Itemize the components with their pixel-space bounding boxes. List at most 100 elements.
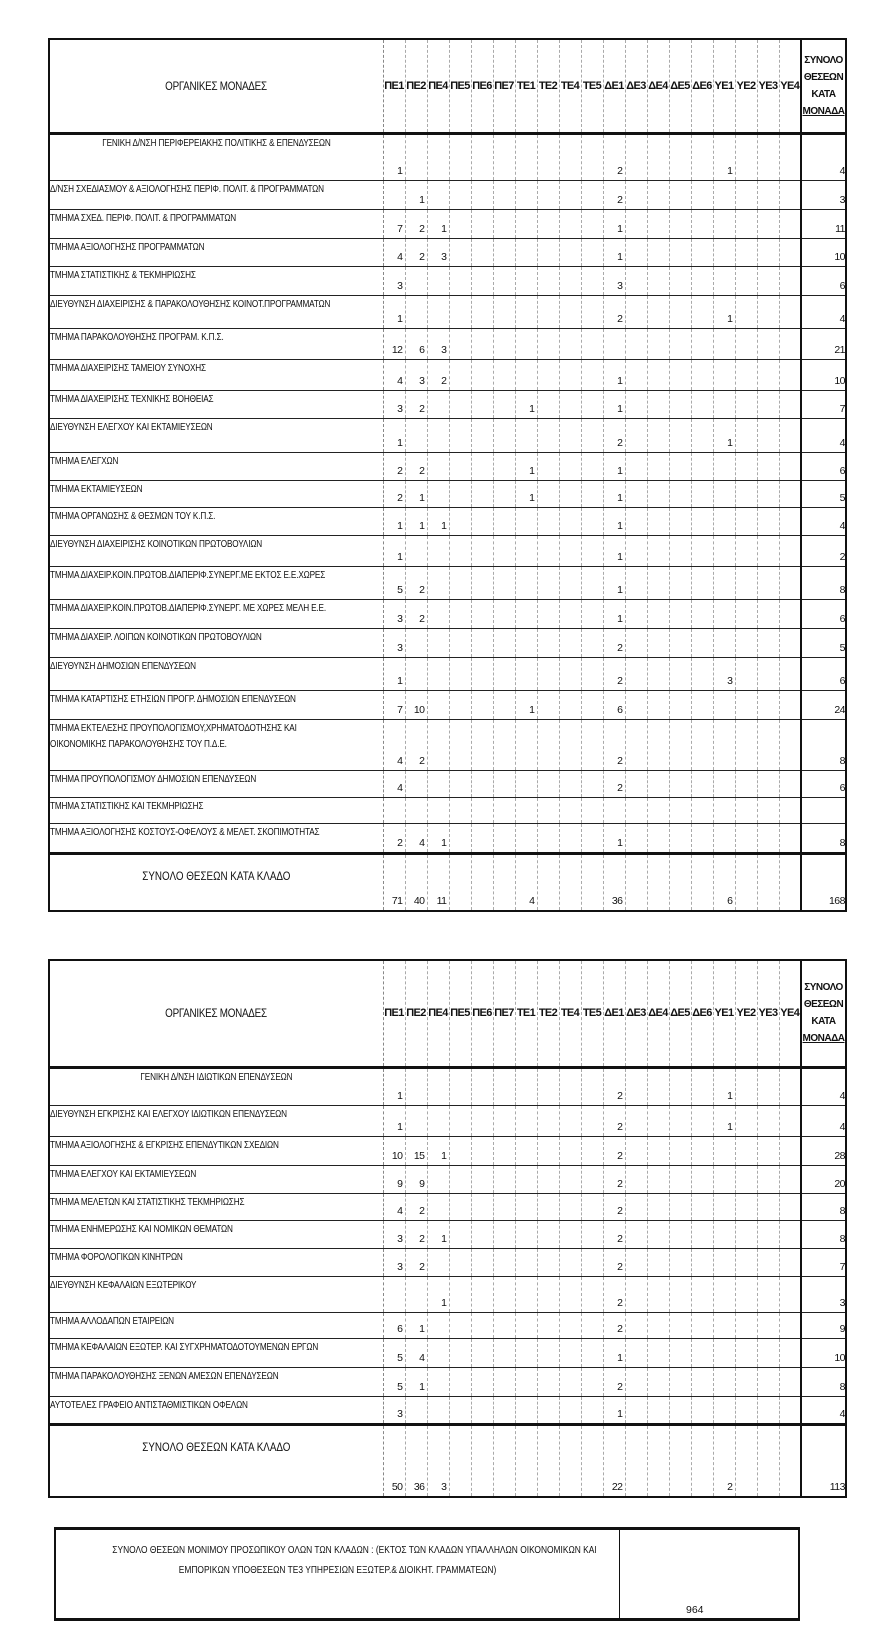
unit-name: ΔΙΕΥΘΥΝΣΗ ΔΙΑΧΕΙΡΙΣΗΣ ΚΟΙΝΟΤΙΚΩΝ ΠΡΩΤΟΒΟ…	[49, 535, 384, 567]
column-header: ΤΕ5	[581, 960, 604, 1069]
cell-ΠΕ7	[493, 1105, 516, 1137]
table-row: Δ/ΝΣΗ ΣΧΕΔΙΑΣΜΟΥ & ΑΞΙΟΛΟΓΗΣΗΣ ΠΕΡΙΦ. ΠΟ…	[49, 180, 846, 210]
column-header: ΤΕ2	[537, 960, 560, 1069]
column-header: ΤΕ1	[515, 39, 538, 135]
cell-ΠΕ2: 1	[405, 1312, 428, 1339]
unit-name: ΤΜΗΜΑ ΕΝΗΜΕΡΩΣΗΣ ΚΑΙ ΝΟΜΙΚΩΝ ΘΕΜΑΤΩΝ	[49, 1220, 384, 1249]
cell-ΠΕ6	[471, 1067, 494, 1106]
cell-ΤΕ2	[537, 535, 560, 567]
cell-ΠΕ1: 7	[383, 690, 406, 720]
cell-ΤΕ4	[559, 480, 582, 508]
cell-ΔΕ1: 1	[603, 452, 626, 481]
total-ΔΕ5	[669, 1422, 692, 1497]
cell-ΠΕ5	[449, 390, 472, 419]
row-total: 4	[800, 1105, 846, 1137]
cell-ΥΕ2	[735, 452, 758, 481]
cell-ΥΕ3	[757, 1396, 780, 1425]
cell-ΤΕ2	[537, 1396, 560, 1425]
cell-ΠΕ1: 5	[383, 1367, 406, 1397]
cell-ΠΕ5	[449, 628, 472, 658]
total-ΤΕ2	[537, 1422, 560, 1497]
cell-ΠΕ2	[405, 1105, 428, 1137]
cell-ΠΕ2	[405, 657, 428, 691]
cell-ΠΕ4	[427, 770, 450, 798]
cell-ΤΕ2	[537, 1338, 560, 1368]
cell-ΠΕ2: 1	[405, 480, 428, 508]
cell-ΔΕ4	[647, 628, 670, 658]
cell-ΤΕ1	[515, 1396, 538, 1425]
cell-ΠΕ2: 2	[405, 566, 428, 600]
cell-ΤΕ4	[559, 566, 582, 600]
cell-ΥΕ3	[757, 359, 780, 391]
cell-ΤΕ5	[581, 452, 604, 481]
cell-ΠΕ4	[427, 1067, 450, 1106]
cell-ΔΕ6	[691, 295, 714, 329]
cell-ΠΕ5	[449, 1396, 472, 1425]
cell-ΤΕ5	[581, 535, 604, 567]
cell-ΤΕ1	[515, 507, 538, 536]
column-header: ΠΕ2	[405, 39, 428, 135]
cell-ΔΕ3	[625, 328, 648, 360]
cell-ΤΕ2	[537, 797, 560, 824]
cell-ΥΕ4	[779, 390, 802, 419]
cell-ΔΕ6	[691, 566, 714, 600]
cell-ΔΕ1	[603, 797, 626, 824]
cell-ΠΕ4	[427, 657, 450, 691]
cell-ΠΕ6	[471, 133, 494, 181]
table-row: ΤΜΗΜΑ ΚΑΤΑΡΤΙΣΗΣ ΕΤΗΣΙΩΝ ΠΡΟΓΡ. ΔΗΜΟΣΙΩΝ…	[49, 690, 846, 720]
cell-ΠΕ6	[471, 657, 494, 691]
cell-ΠΕ4	[427, 535, 450, 567]
cell-ΤΕ1	[515, 180, 538, 210]
total-ΥΕ4	[779, 851, 802, 911]
unit-name: ΤΜΗΜΑ ΔΙΑΧΕΙΡΙΣΗΣ ΤΑΜΕΙΟΥ ΣΥΝΟΧΗΣ	[49, 359, 384, 391]
cell-ΠΕ7	[493, 295, 516, 329]
table-row: ΤΜΗΜΑ ΣΧΕΔ. ΠΕΡΙΦ. ΠΟΛΙΤ. & ΠΡΟΓΡΑΜΜΑΤΩΝ…	[49, 209, 846, 239]
cell-ΔΕ4	[647, 1312, 670, 1339]
row-total	[800, 797, 846, 824]
cell-ΠΕ4: 1	[427, 1220, 450, 1249]
row-total: 4	[800, 1067, 846, 1106]
cell-ΤΕ4	[559, 797, 582, 824]
cell-ΤΕ4	[559, 657, 582, 691]
cell-ΥΕ4	[779, 328, 802, 360]
cell-ΥΕ1	[713, 390, 736, 419]
cell-ΔΕ1: 1	[603, 359, 626, 391]
cell-ΔΕ4	[647, 1396, 670, 1425]
cell-ΤΕ2	[537, 180, 560, 210]
cell-ΔΕ1: 2	[603, 1276, 626, 1313]
cell-ΥΕ3	[757, 452, 780, 481]
cell-ΤΕ4	[559, 1067, 582, 1106]
cell-ΥΕ2	[735, 690, 758, 720]
grand-total: 113	[800, 1422, 846, 1497]
cell-ΔΕ3	[625, 599, 648, 629]
total-ΔΕ6	[691, 851, 714, 911]
cell-ΔΕ4	[647, 1136, 670, 1166]
cell-ΤΕ2	[537, 480, 560, 508]
column-header: ΔΕ1	[603, 39, 626, 135]
cell-ΠΕ5	[449, 657, 472, 691]
totals-label: ΣΥΝΟΛΟ ΘΕΣΕΩΝ ΚΑΤΑ ΚΛΑΔΟ	[49, 1422, 384, 1497]
cell-ΤΕ2	[537, 1136, 560, 1166]
cell-ΠΕ5	[449, 566, 472, 600]
cell-ΔΕ6	[691, 180, 714, 210]
cell-ΥΕ3	[757, 209, 780, 239]
cell-ΠΕ6	[471, 797, 494, 824]
cell-ΔΕ6	[691, 1105, 714, 1137]
column-header-units: ΟΡΓΑΝΙΚΕΣ ΜΟΝΑΔΕΣ	[49, 39, 384, 135]
cell-ΔΕ5	[669, 180, 692, 210]
cell-ΠΕ4: 1	[427, 507, 450, 536]
cell-ΠΕ2: 10	[405, 690, 428, 720]
unit-name: ΤΜΗΜΑ ΦΟΡΟΛΟΓΙΚΩΝ ΚΙΝΗΤΡΩΝ	[49, 1248, 384, 1277]
cell-ΤΕ1	[515, 418, 538, 453]
cell-ΥΕ3	[757, 690, 780, 720]
cell-ΤΕ2	[537, 1165, 560, 1194]
cell-ΔΕ5	[669, 1248, 692, 1277]
cell-ΥΕ3	[757, 180, 780, 210]
cell-ΥΕ3	[757, 1193, 780, 1221]
cell-ΥΕ4	[779, 690, 802, 720]
table-row: ΤΜΗΜΑ ΑΞΙΟΛΟΓΗΣΗΣ ΚΟΣΤΟΥΣ-ΟΦΕΛΟΥΣ & ΜΕΛΕ…	[49, 823, 846, 854]
cell-ΠΕ5	[449, 1248, 472, 1277]
table-row: ΔΙΕΥΘΥΝΣΗ ΔΙΑΧΕΙΡΙΣΗΣ & ΠΑΡΑΚΟΛΟΥΘΗΣΗΣ Κ…	[49, 295, 846, 329]
total-ΠΕ4: 3	[427, 1422, 450, 1497]
cell-ΔΕ3	[625, 628, 648, 658]
